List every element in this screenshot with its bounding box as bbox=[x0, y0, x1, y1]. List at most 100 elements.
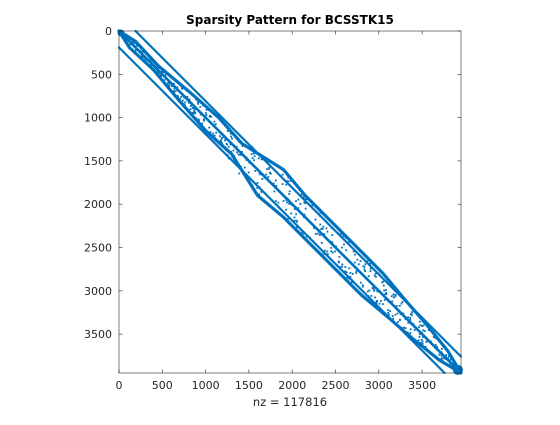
nonzero-marker bbox=[266, 158, 268, 161]
nonzero-marker bbox=[322, 225, 325, 228]
nonzero-marker bbox=[379, 274, 382, 277]
nonzero-marker bbox=[369, 267, 372, 270]
band-inner-line bbox=[117, 46, 446, 374]
nonzero-marker bbox=[149, 64, 152, 67]
nonzero-marker bbox=[421, 331, 423, 334]
nonzero-marker bbox=[287, 176, 290, 179]
nonzero-marker bbox=[207, 109, 210, 111]
nonzero-marker bbox=[173, 87, 176, 90]
nonzero-marker bbox=[336, 232, 339, 234]
nonzero-marker bbox=[423, 330, 426, 332]
nonzero-marker bbox=[369, 270, 372, 272]
nonzero-marker bbox=[357, 263, 360, 266]
nonzero-marker bbox=[215, 131, 218, 134]
nonzero-marker bbox=[383, 299, 386, 301]
nonzero-marker bbox=[375, 301, 377, 304]
nonzero-marker bbox=[220, 138, 223, 140]
nonzero-marker bbox=[247, 171, 250, 174]
nonzero-marker bbox=[281, 173, 284, 176]
nonzero-marker bbox=[285, 180, 288, 182]
nonzero-marker bbox=[133, 42, 136, 45]
nonzero-marker bbox=[261, 178, 264, 180]
nonzero-marker bbox=[189, 108, 192, 111]
nonzero-marker bbox=[313, 227, 315, 229]
nonzero-marker bbox=[245, 157, 248, 160]
nonzero-marker bbox=[339, 235, 342, 238]
nonzero-marker bbox=[401, 301, 404, 303]
nonzero-marker bbox=[384, 293, 387, 296]
nonzero-marker bbox=[219, 131, 221, 134]
nonzero-marker bbox=[407, 321, 410, 324]
nonzero-marker bbox=[448, 355, 450, 357]
nonzero-marker bbox=[257, 157, 260, 160]
nonzero-marker bbox=[254, 170, 257, 172]
nonzero-marker bbox=[349, 276, 352, 278]
nonzero-marker bbox=[422, 329, 424, 332]
nonzero-marker bbox=[409, 328, 412, 331]
nonzero-marker bbox=[323, 233, 326, 235]
y-tick-label: 3500 bbox=[84, 328, 112, 341]
nonzero-marker bbox=[394, 294, 397, 296]
nonzero-marker bbox=[258, 172, 261, 175]
nonzero-marker bbox=[287, 218, 289, 220]
nonzero-marker bbox=[272, 182, 275, 185]
nonzero-marker bbox=[397, 321, 399, 323]
nonzero-marker bbox=[387, 309, 390, 312]
nonzero-marker bbox=[239, 154, 242, 156]
nonzero-marker bbox=[319, 211, 322, 214]
nonzero-marker bbox=[451, 362, 453, 365]
nonzero-marker bbox=[306, 198, 308, 200]
nonzero-marker bbox=[265, 173, 268, 176]
nonzero-marker bbox=[362, 265, 365, 268]
nonzero-marker bbox=[404, 327, 407, 329]
nonzero-marker bbox=[269, 171, 271, 174]
nonzero-marker bbox=[177, 96, 179, 99]
nonzero-marker bbox=[287, 180, 290, 183]
nonzero-marker bbox=[345, 249, 348, 252]
nonzero-marker bbox=[285, 183, 288, 186]
nonzero-marker bbox=[142, 56, 145, 58]
nonzero-marker bbox=[331, 251, 334, 254]
nonzero-marker bbox=[180, 96, 183, 98]
nonzero-marker bbox=[344, 270, 346, 273]
nonzero-marker bbox=[364, 270, 366, 273]
nonzero-marker bbox=[338, 261, 340, 264]
nonzero-marker bbox=[328, 239, 331, 242]
nonzero-marker bbox=[131, 41, 133, 44]
nonzero-marker bbox=[247, 159, 249, 162]
nonzero-marker bbox=[355, 270, 358, 273]
nonzero-marker bbox=[377, 272, 380, 275]
nonzero-marker bbox=[137, 49, 140, 52]
nonzero-marker bbox=[245, 159, 248, 161]
nonzero-marker bbox=[203, 118, 205, 121]
nonzero-marker bbox=[304, 198, 307, 200]
nonzero-marker bbox=[355, 272, 358, 274]
nonzero-marker bbox=[190, 105, 192, 107]
nonzero-marker bbox=[194, 112, 197, 115]
nonzero-marker bbox=[197, 102, 199, 105]
nonzero-marker bbox=[200, 113, 203, 115]
nonzero-marker bbox=[236, 151, 238, 154]
nonzero-marker bbox=[201, 122, 204, 125]
nonzero-marker bbox=[239, 165, 242, 168]
x-tick-label: 3500 bbox=[408, 379, 436, 392]
x-tick-label: 3000 bbox=[365, 379, 393, 392]
nonzero-marker bbox=[326, 250, 329, 253]
nonzero-marker bbox=[375, 275, 377, 278]
nonzero-marker bbox=[378, 290, 381, 292]
nonzero-marker bbox=[229, 132, 232, 135]
nonzero-marker bbox=[342, 235, 345, 238]
nonzero-marker bbox=[320, 242, 323, 244]
x-tick-label: 1000 bbox=[192, 379, 220, 392]
nonzero-marker bbox=[434, 337, 437, 339]
nonzero-marker bbox=[221, 142, 223, 144]
nonzero-marker bbox=[251, 157, 254, 159]
nonzero-marker bbox=[179, 97, 181, 100]
x-tick-label: 2500 bbox=[322, 379, 350, 392]
nonzero-marker bbox=[155, 70, 158, 73]
nonzero-marker bbox=[135, 44, 138, 47]
nonzero-marker bbox=[418, 333, 421, 336]
nonzero-marker bbox=[341, 265, 343, 268]
nonzero-marker bbox=[253, 159, 255, 162]
nonzero-marker bbox=[153, 65, 155, 67]
